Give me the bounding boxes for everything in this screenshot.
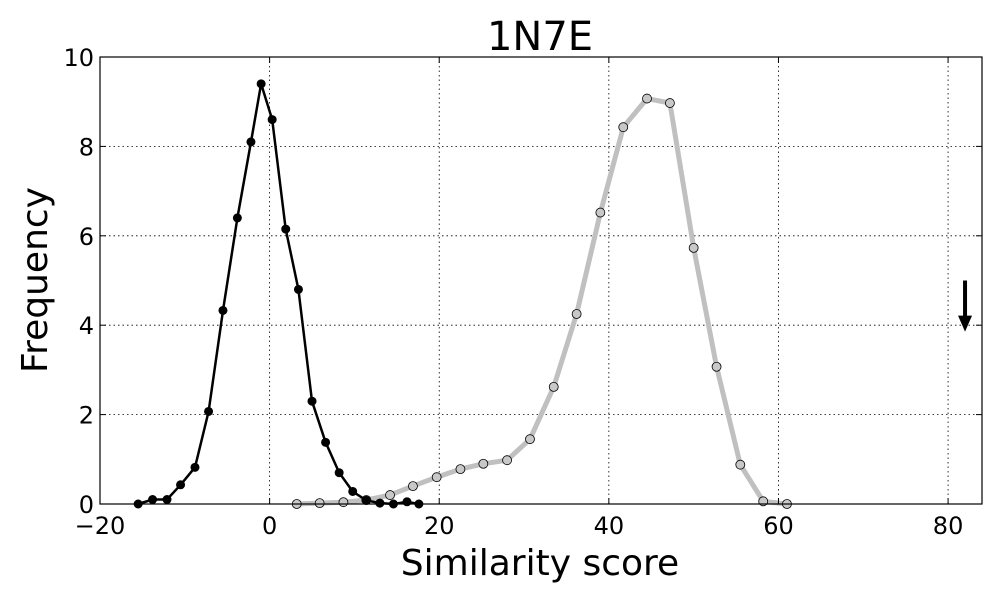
y-tick-label: 8 [79,133,94,161]
series-1-point [375,498,385,508]
series-2-point [408,481,418,492]
y-tick-label: 10 [63,44,94,72]
annotation-layer [958,280,973,332]
series-1-point [190,462,200,472]
series-2-point [455,464,466,475]
series-1-point [148,495,158,505]
grid-lines [100,57,982,504]
series-1-point [293,284,303,294]
x-tick-label: 80 [933,512,964,540]
x-tick-label: 40 [594,512,625,540]
x-tick-label: 20 [424,512,455,540]
series-2-point [431,472,442,483]
series-layer [133,79,792,509]
series-1-point [321,437,331,447]
series-1-point [204,406,214,416]
y-axis-label: Frequency [15,187,56,373]
series-1-point [361,495,371,505]
series-1-point [281,224,291,234]
series-1-point [402,497,412,507]
x-tick-label: −20 [75,512,126,540]
series-2-point [642,93,652,104]
x-tick-label: 0 [262,512,277,540]
y-tick-label: 2 [79,402,94,430]
y-tick-label: 6 [79,223,94,251]
series-2-point [548,381,559,392]
series-2-line [296,96,788,507]
arrow-down-icon [958,315,973,332]
series-1-point [246,137,256,147]
series-1-point [348,486,358,496]
series-1-point [307,396,317,406]
series-1-line [137,82,420,506]
series-1-point [218,305,228,315]
x-axis-label: Similarity score [401,543,679,584]
series-2-point [595,207,606,218]
x-tick-label: 60 [763,512,794,540]
y-tick-label: 4 [79,312,94,340]
series-2-point [502,455,512,466]
series-2-point [525,434,535,445]
series-2-point [478,458,489,469]
series-2-point [735,459,746,470]
plot-frame [99,56,983,505]
series-2-point [688,242,699,253]
series-1-point [267,115,277,125]
chart-title: 1N7E [487,14,593,60]
series-2-point [711,361,722,372]
series-2-point [314,498,325,509]
series-2-point [618,122,629,133]
series-2-point [385,490,395,500]
y-tick-label: 0 [79,491,94,519]
series-1-point [256,79,266,89]
series-1-point [176,480,186,490]
series-1-point [232,213,242,223]
series-1-point [162,495,172,505]
series-1-point [334,468,344,478]
series-2-point [338,497,349,508]
series-2-point [665,98,675,108]
series-2-point [571,309,582,319]
